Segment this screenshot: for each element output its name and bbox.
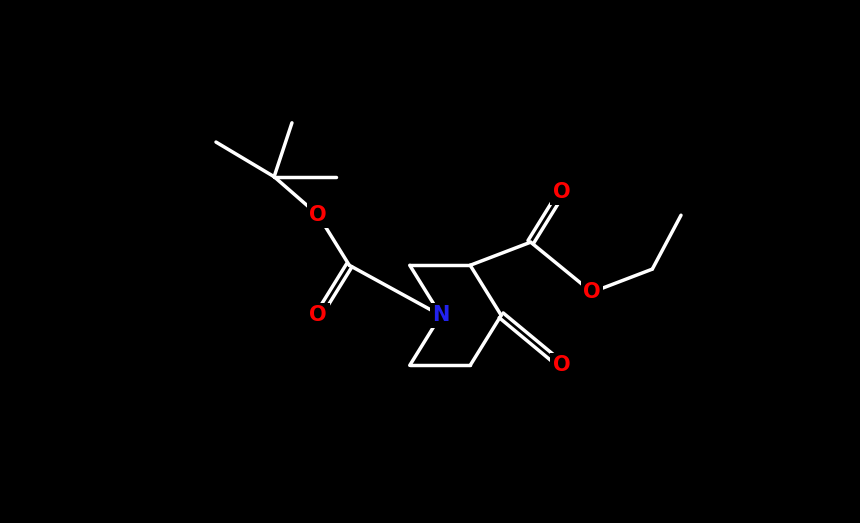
Text: N: N [432, 305, 450, 325]
Text: O: O [310, 305, 327, 325]
Text: O: O [583, 282, 600, 302]
Text: O: O [310, 205, 327, 225]
Text: O: O [553, 182, 570, 202]
Text: O: O [553, 355, 570, 376]
